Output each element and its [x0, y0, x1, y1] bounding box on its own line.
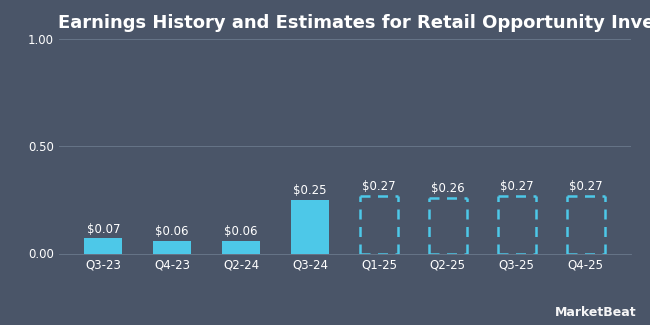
Text: Earnings History and Estimates for Retail Opportunity Investments: Earnings History and Estimates for Retai…: [58, 14, 650, 32]
Text: $0.26: $0.26: [431, 182, 465, 195]
Text: $0.27: $0.27: [569, 180, 603, 193]
Bar: [84, 239, 122, 254]
Bar: [291, 200, 329, 254]
Bar: [153, 240, 191, 254]
Text: MarketBeat: MarketBeat: [555, 306, 637, 318]
Text: $0.25: $0.25: [293, 184, 327, 197]
Text: $0.06: $0.06: [224, 225, 258, 238]
Text: $0.07: $0.07: [86, 223, 120, 236]
Text: $0.06: $0.06: [155, 225, 189, 238]
Text: $0.27: $0.27: [362, 180, 396, 193]
Bar: [222, 240, 260, 254]
Text: $0.27: $0.27: [500, 180, 534, 193]
